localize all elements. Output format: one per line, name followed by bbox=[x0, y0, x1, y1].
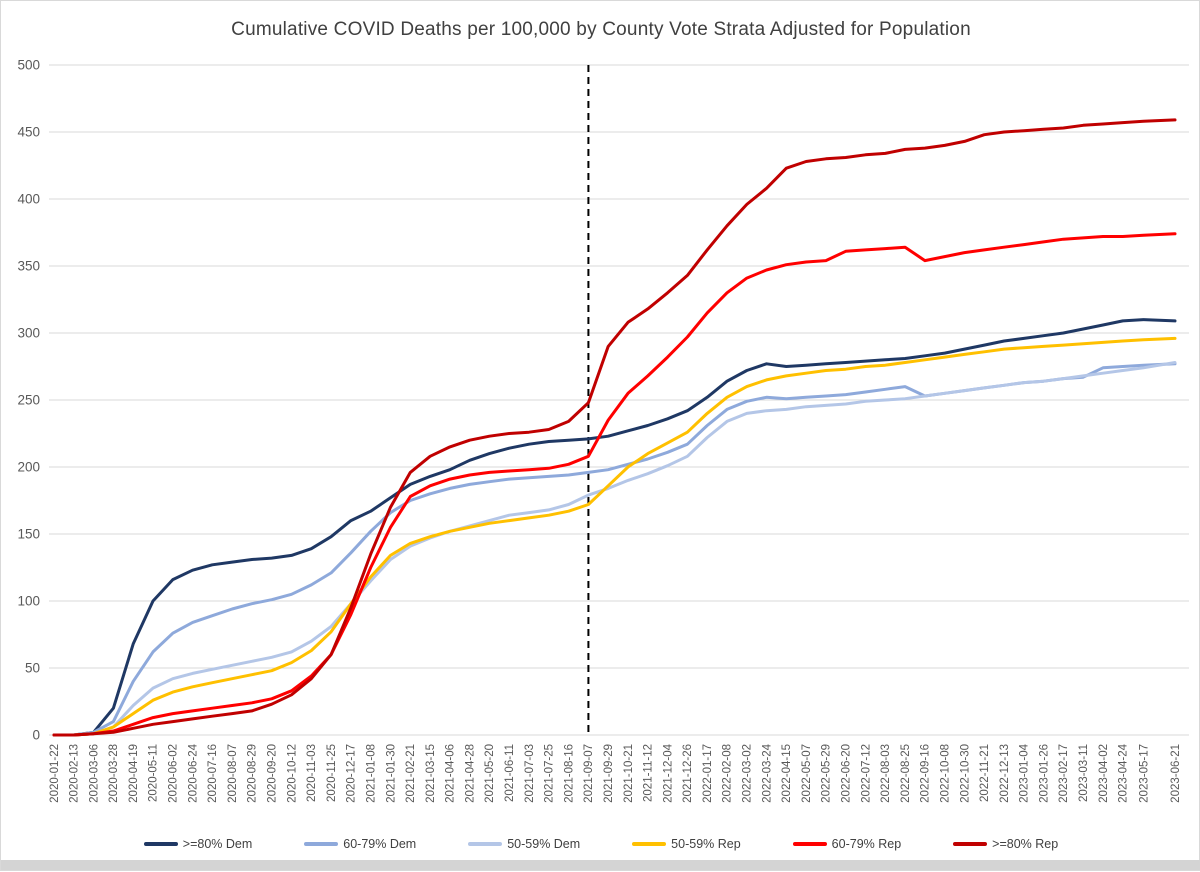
x-tick-label: 2022-02-08 bbox=[722, 744, 734, 803]
x-tick-label: 2020-03-28 bbox=[108, 744, 120, 803]
x-tick-label: 2020-08-07 bbox=[227, 744, 239, 803]
x-tick-label: 2022-09-16 bbox=[920, 744, 932, 803]
legend-label: 50-59% Rep bbox=[671, 837, 741, 851]
x-tick-label: 2020-04-19 bbox=[128, 744, 140, 803]
x-tick-label: 2020-10-12 bbox=[286, 744, 298, 803]
x-tick-label: 2021-02-21 bbox=[405, 744, 417, 803]
legend-label: 60-79% Rep bbox=[831, 837, 902, 851]
x-tick-label: 2020-11-25 bbox=[326, 744, 338, 802]
series-line-60-79-rep bbox=[52, 232, 1177, 737]
series-swatch-icon bbox=[468, 842, 503, 846]
y-tick-label: 250 bbox=[17, 392, 40, 407]
legend-label: >=80% Rep bbox=[992, 837, 1059, 851]
series-swatch-icon bbox=[143, 842, 178, 846]
legend: >=80% Dem 60-79% Dem 50-59% Dem 50-59% R… bbox=[1, 837, 1200, 851]
x-tick-label: 2021-06-11 bbox=[504, 744, 516, 802]
x-tick-label: 2023-01-26 bbox=[1038, 744, 1050, 803]
x-tick-label: 2020-09-20 bbox=[267, 744, 279, 803]
x-tick-label: 2021-07-03 bbox=[524, 744, 536, 803]
x-tick-label: 2021-11-12 bbox=[643, 744, 655, 802]
x-tick-label: 2023-05-17 bbox=[1138, 744, 1150, 803]
y-tick-label: 300 bbox=[17, 325, 40, 340]
x-tick-label: 2021-04-06 bbox=[445, 744, 457, 803]
x-tick-label: 2022-05-07 bbox=[801, 744, 813, 803]
x-tick-label: 2021-09-29 bbox=[603, 744, 615, 803]
x-tick-label: 2023-01-04 bbox=[1019, 743, 1031, 802]
x-tick-label: 2020-06-02 bbox=[168, 744, 180, 803]
x-tick-label: 2022-06-20 bbox=[841, 744, 853, 803]
y-tick-label: 500 bbox=[17, 57, 40, 72]
x-tick-label: 2021-03-15 bbox=[425, 744, 437, 803]
y-tick-label: 50 bbox=[25, 660, 40, 675]
x-tick-label: 2020-07-16 bbox=[207, 744, 219, 803]
legend-label: 60-79% Dem bbox=[343, 837, 417, 851]
x-tick-label: 2022-07-12 bbox=[860, 744, 872, 803]
legend-label: >=80% Dem bbox=[182, 837, 253, 851]
series-swatch-icon bbox=[304, 842, 339, 846]
x-tick-label: 2020-06-24 bbox=[187, 743, 199, 802]
legend-item: >=80% Rep bbox=[953, 837, 1058, 851]
x-tick-label: 2021-12-26 bbox=[682, 744, 694, 803]
x-tick-label: 2022-04-15 bbox=[781, 744, 793, 803]
legend-item: >=80% Dem bbox=[143, 837, 253, 851]
legend-label: 50-59% Dem bbox=[507, 837, 581, 851]
x-tick-label: 2022-12-13 bbox=[999, 744, 1011, 803]
legend-item: 60-79% Rep bbox=[792, 837, 902, 851]
x-tick-label: 2022-11-21 bbox=[979, 744, 991, 802]
series-swatch-icon bbox=[792, 842, 827, 846]
x-tick-label: 2023-02-17 bbox=[1058, 744, 1070, 803]
x-tick-label: 2021-01-08 bbox=[365, 744, 377, 803]
y-tick-label: 400 bbox=[17, 191, 40, 206]
x-tick-label: 2022-01-17 bbox=[702, 744, 714, 803]
x-tick-label: 2022-03-02 bbox=[742, 744, 754, 803]
x-tick-label: 2021-12-04 bbox=[662, 743, 674, 802]
x-tick-label: 2021-10-21 bbox=[623, 744, 635, 803]
x-tick-label: 2021-09-07 bbox=[583, 744, 595, 803]
x-tick-label: 2023-06-21 bbox=[1170, 744, 1182, 803]
x-tick-label: 2021-07-25 bbox=[544, 744, 556, 803]
x-tick-label: 2022-08-25 bbox=[900, 744, 912, 803]
x-tick-label: 2021-05-20 bbox=[484, 744, 496, 803]
x-tick-label: 2023-04-02 bbox=[1098, 744, 1110, 803]
y-tick-label: 200 bbox=[17, 459, 40, 474]
x-tick-label: 2022-10-30 bbox=[959, 744, 971, 803]
x-tick-label: 2022-05-29 bbox=[821, 744, 833, 803]
series-swatch-icon bbox=[632, 842, 667, 846]
x-tick-label: 2022-08-03 bbox=[880, 744, 892, 803]
legend-item: 60-79% Dem bbox=[304, 837, 416, 851]
series-line-50-59-dem bbox=[52, 361, 1177, 737]
x-tick-label: 2021-04-28 bbox=[464, 744, 476, 803]
x-tick-label: 2020-05-11 bbox=[148, 744, 160, 802]
y-tick-label: 350 bbox=[17, 258, 40, 273]
series-line--80-dem bbox=[52, 318, 1177, 737]
legend-item: 50-59% Dem bbox=[468, 837, 580, 851]
x-tick-label: 2023-04-24 bbox=[1118, 743, 1130, 802]
x-tick-label: 2020-03-06 bbox=[88, 744, 100, 803]
y-tick-label: 450 bbox=[17, 124, 40, 139]
series-line-50-59-rep bbox=[52, 336, 1177, 737]
x-tick-label: 2020-01-22 bbox=[49, 744, 61, 803]
y-tick-label: 0 bbox=[32, 727, 40, 742]
x-tick-label: 2022-03-24 bbox=[761, 743, 773, 802]
x-tick-label: 2020-08-29 bbox=[247, 744, 259, 803]
x-tick-label: 2020-02-13 bbox=[69, 744, 81, 803]
legend-item: 50-59% Rep bbox=[632, 837, 741, 851]
y-tick-label: 100 bbox=[17, 593, 40, 608]
series-swatch-icon bbox=[953, 842, 988, 846]
x-tick-label: 2020-12-17 bbox=[346, 744, 358, 803]
x-tick-label: 2022-10-08 bbox=[939, 744, 951, 803]
window-edge-strip bbox=[1, 860, 1200, 870]
x-tick-label: 2023-03-11 bbox=[1078, 744, 1090, 802]
x-tick-label: 2020-11-03 bbox=[306, 744, 318, 802]
y-tick-label: 150 bbox=[17, 526, 40, 541]
chart-title: Cumulative COVID Deaths per 100,000 by C… bbox=[231, 19, 971, 40]
x-tick-label: 2021-08-16 bbox=[563, 744, 575, 803]
series-line--80-rep bbox=[52, 118, 1177, 737]
x-tick-label: 2021-01-30 bbox=[385, 744, 397, 803]
